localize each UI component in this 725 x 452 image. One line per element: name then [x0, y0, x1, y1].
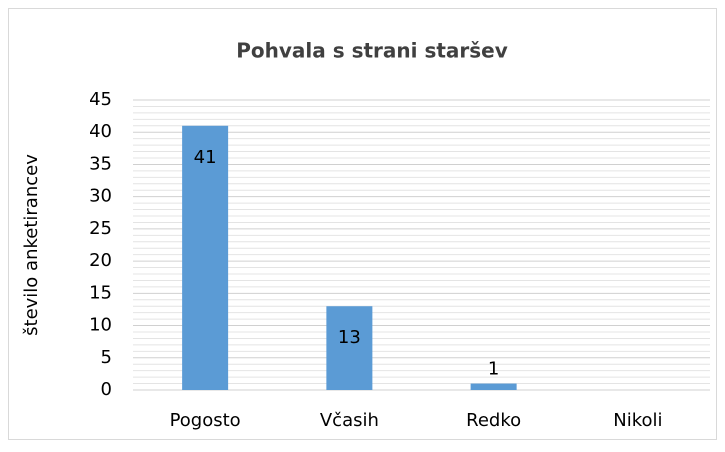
chart-title: Pohvala s strani staršev	[236, 39, 508, 63]
y-tick-label: 10	[89, 315, 112, 336]
bar	[326, 306, 373, 390]
bar	[182, 125, 229, 391]
data-label: 1	[488, 359, 499, 380]
y-axis-label: število anketirancev	[21, 154, 42, 336]
y-tick-label: 40	[89, 121, 112, 142]
x-tick-label: Pogosto	[170, 410, 241, 431]
y-tick-label: 20	[89, 250, 112, 271]
x-tick-label: Nikoli	[613, 410, 662, 431]
bar	[470, 383, 517, 390]
y-tick-label: 0	[101, 379, 112, 400]
x-tick-label: Redko	[466, 410, 521, 431]
data-label: 41	[194, 147, 217, 168]
y-tick-label: 15	[89, 282, 112, 303]
y-tick-label: 45	[89, 89, 112, 110]
y-tick-label: 35	[89, 153, 112, 174]
y-tick-label: 30	[89, 186, 112, 207]
x-tick-label: Včasih	[320, 410, 379, 431]
y-tick-label: 5	[101, 347, 112, 368]
data-label: 13	[338, 327, 361, 348]
y-tick-label: 25	[89, 218, 112, 239]
